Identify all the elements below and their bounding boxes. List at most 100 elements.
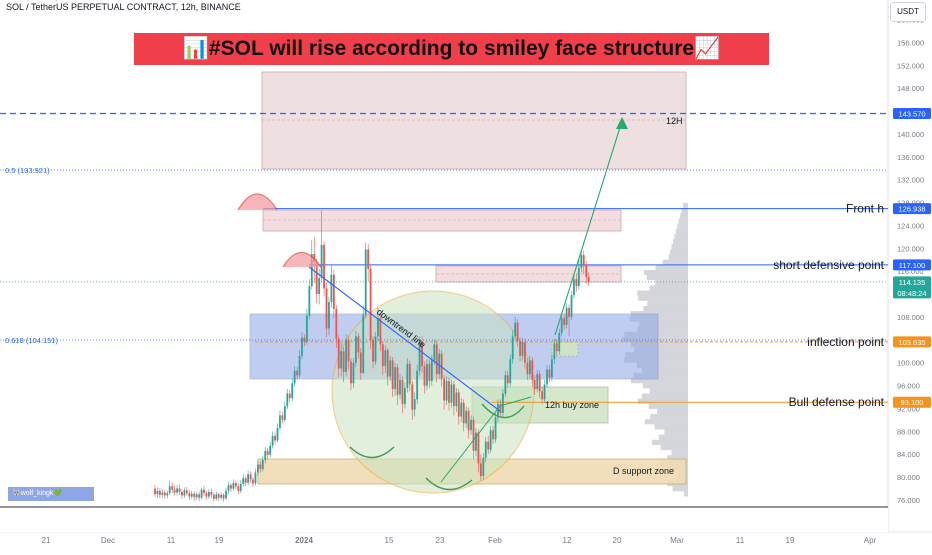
candle-body <box>377 318 379 337</box>
y-tick-label: 132.000 <box>897 176 924 185</box>
candle-body <box>237 486 240 491</box>
candle-body <box>244 478 247 483</box>
volume-bar <box>654 424 688 430</box>
x-tick-label: 11 <box>736 536 745 545</box>
candle-body <box>450 384 453 403</box>
y-tick-label: 152.000 <box>897 61 924 70</box>
candle-body <box>357 336 360 353</box>
projection-line <box>499 396 532 407</box>
candle-body <box>215 494 218 499</box>
smile-arc <box>425 477 473 491</box>
smile-arc <box>349 446 395 459</box>
candle-body <box>291 383 294 399</box>
candle-body <box>460 402 463 417</box>
candle-body <box>203 489 205 494</box>
candle-body <box>416 370 419 400</box>
price-label-countdown: 08:48:24 <box>897 289 926 298</box>
candle-body <box>506 375 509 384</box>
candle-body <box>369 268 372 340</box>
annotation-short-defensive: short defensive point <box>773 258 884 272</box>
volume-bar <box>660 444 688 451</box>
x-tick-label: Apr <box>864 536 877 545</box>
candle-body <box>372 339 374 362</box>
x-tick-label: 19 <box>786 536 795 545</box>
candle-body <box>582 255 585 266</box>
candle-body <box>543 384 546 400</box>
fib-label: 0.618 (104.151) <box>5 336 58 345</box>
front-high-zone <box>262 209 622 232</box>
price-label-box <box>893 107 931 119</box>
volume-bar <box>638 295 688 301</box>
candle-body <box>181 491 183 496</box>
candle-body <box>367 249 370 269</box>
annotation-front-high: Front h <box>846 202 884 216</box>
x-tick-label: Feb <box>488 536 502 545</box>
annotation-buy-zone: 12h buy zone <box>545 400 599 410</box>
candle-body <box>318 278 321 295</box>
y-tick-label: 96.000 <box>897 382 920 391</box>
candle-body <box>585 265 588 277</box>
x-tick-label: 21 <box>42 536 51 545</box>
candle-body <box>418 340 421 371</box>
candle-body <box>274 435 276 441</box>
candle-body <box>580 255 583 268</box>
volume-bar <box>678 218 688 224</box>
candle-body <box>477 432 480 464</box>
price-label-box <box>893 259 931 271</box>
volume-bar <box>643 269 688 276</box>
lower-pane <box>0 507 888 532</box>
volume-bar <box>646 275 688 281</box>
candle-body <box>288 393 291 399</box>
price-label-box <box>893 203 931 215</box>
volume-bar <box>672 486 688 492</box>
candle-body <box>303 337 306 343</box>
y-tick-label: 92.000 <box>897 404 920 413</box>
candle-body <box>462 402 465 424</box>
price-label-text: 93.100 <box>901 398 924 407</box>
candle-body <box>208 491 210 497</box>
arrow-head <box>616 117 628 129</box>
x-tick-label: 20 <box>613 536 622 545</box>
candle-body <box>259 464 262 470</box>
candle-body <box>281 415 284 420</box>
candle-body <box>489 430 492 450</box>
volume-bar <box>650 414 688 420</box>
candle-body <box>514 322 517 337</box>
candle-body <box>188 493 191 497</box>
volume-bar <box>671 450 688 456</box>
y-tick-label: 128.000 <box>897 199 924 208</box>
candle-body <box>573 279 575 296</box>
candle-body <box>283 406 286 420</box>
candle-body <box>381 344 384 367</box>
candle-body <box>521 342 524 356</box>
candle-body <box>328 302 330 329</box>
candle-body <box>330 274 333 303</box>
volume-bar <box>648 403 688 409</box>
volume-bar <box>644 419 688 425</box>
candle-body <box>516 322 519 341</box>
candle-body <box>396 367 399 395</box>
candle-body <box>352 362 355 384</box>
candle-body <box>467 410 470 431</box>
candle-body <box>453 384 455 407</box>
candle-body <box>565 307 568 325</box>
smile-arc <box>481 403 525 419</box>
volume-bar <box>649 388 688 394</box>
candle-body <box>536 374 539 390</box>
candle-body <box>359 352 362 374</box>
currency-button[interactable]: USDT <box>890 2 926 22</box>
candle-body <box>411 384 414 410</box>
volume-bar <box>649 285 688 291</box>
volume-bar <box>668 254 688 260</box>
candle-body <box>337 338 340 369</box>
candle-body <box>455 392 458 407</box>
candle-body <box>568 307 570 317</box>
candle-body <box>379 318 382 345</box>
symbol-header[interactable]: SOL / TetherUS PERPETUAL CONTRACT, 12h, … <box>6 2 241 12</box>
candle-body <box>320 244 323 279</box>
candle-body <box>413 399 416 410</box>
candle-body <box>225 490 227 499</box>
candle-body <box>497 403 499 418</box>
volume-bar <box>643 305 688 312</box>
